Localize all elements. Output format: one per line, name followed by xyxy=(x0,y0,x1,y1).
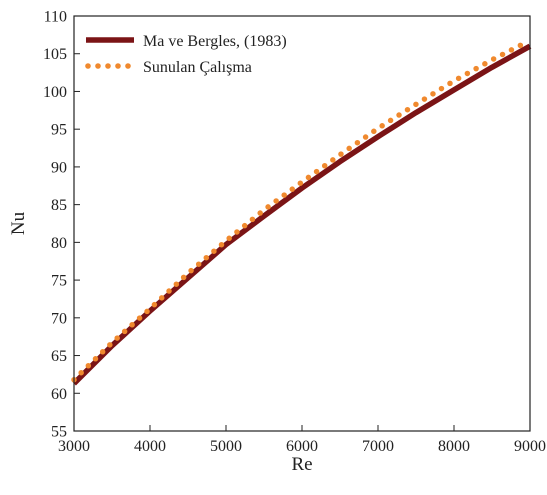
legend-dot xyxy=(125,63,131,69)
ticks-layer: 3000 4000 5000 6000 7000 8000 9000 55 60 65 70 75 80… xyxy=(43,9,546,456)
y-tick-label-105: 105 xyxy=(43,46,67,63)
legend-dot xyxy=(85,63,91,69)
legend-dot xyxy=(95,63,101,69)
y-tick-label-65: 65 xyxy=(51,348,67,365)
legend: Ma ve Bergles, (1983) Sunulan Çalışma xyxy=(85,33,287,76)
y-axis-title: Nu xyxy=(8,211,29,235)
x-tick-label-6000: 6000 xyxy=(286,438,318,455)
x-tick-label-9000: 9000 xyxy=(514,438,546,455)
x-tick-label-3000: 3000 xyxy=(58,438,90,455)
series-layer xyxy=(71,39,532,386)
y-tick-label-95: 95 xyxy=(51,122,67,139)
y-tick-label-100: 100 xyxy=(43,84,67,101)
x-tick-label-5000: 5000 xyxy=(210,438,242,455)
y-tick-label-85: 85 xyxy=(51,197,67,214)
y-tick-label-90: 90 xyxy=(51,159,67,176)
legend-dot xyxy=(115,63,121,69)
legend-dot xyxy=(105,63,111,69)
y-tick-label-70: 70 xyxy=(51,310,67,327)
x-axis-title: Re xyxy=(291,454,312,475)
series-line-sunulan-al-ma xyxy=(71,39,529,383)
x-tick-label-4000: 4000 xyxy=(134,438,166,455)
plot-frame xyxy=(73,15,531,432)
y-tick-label-60: 60 xyxy=(51,386,67,403)
legend-swatch-sunulan-calisma xyxy=(85,63,131,69)
y-tick-label-55: 55 xyxy=(51,424,67,441)
y-tick-label-80: 80 xyxy=(51,235,67,252)
legend-label-ma-ve-bergles: Ma ve Bergles, (1983) xyxy=(143,33,287,50)
legend-label-sunulan-calisma: Sunulan Çalışma xyxy=(143,59,252,76)
series-line-ma-ve-bergles-1983 xyxy=(72,43,532,386)
x-tick-label-7000: 7000 xyxy=(362,438,394,455)
y-tick-label-75: 75 xyxy=(51,273,67,290)
x-tick-label-8000: 8000 xyxy=(438,438,470,455)
y-tick-label-110: 110 xyxy=(44,9,67,26)
